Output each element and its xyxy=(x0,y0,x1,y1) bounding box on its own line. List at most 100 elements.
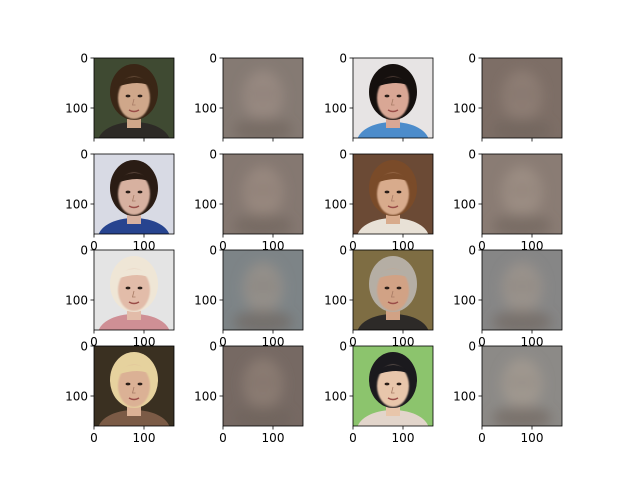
panel-image xyxy=(223,250,303,330)
photo-mouth xyxy=(387,301,399,305)
panel-recon-r4-c2: 0 100 0 100 xyxy=(194,339,304,445)
recon-eye-left xyxy=(252,188,260,192)
photo-fringe xyxy=(114,269,154,280)
panel-photo-r2-c1: 0 100 0 100 xyxy=(65,147,175,253)
panel-frame xyxy=(481,153,563,235)
panel-recon-r1-c4: 0 100 xyxy=(453,51,563,142)
photo-face xyxy=(118,173,150,215)
ytick-label: 0 xyxy=(339,243,347,257)
xtick-label: 0 xyxy=(219,431,227,445)
xtick-label: 0 xyxy=(90,335,98,349)
recon-eye-left xyxy=(511,380,519,384)
panel-image xyxy=(353,58,433,138)
recon-eye-left xyxy=(252,92,260,96)
ytick-label: 0 xyxy=(468,51,476,65)
panel-frame xyxy=(222,57,304,139)
panel-frame xyxy=(93,345,175,427)
panel-photo-r4-c1: 0 100 0 100 xyxy=(65,339,175,445)
recon-eye-right xyxy=(266,188,274,192)
photo-eye-left xyxy=(125,190,131,194)
photo-mouth xyxy=(128,301,140,305)
photo-nose xyxy=(131,386,136,394)
panel-frame xyxy=(352,249,434,331)
xtick-label: 100 xyxy=(133,431,156,445)
recon-face xyxy=(243,358,283,410)
photo-fringe xyxy=(114,173,154,184)
recon-shoulders xyxy=(233,118,293,138)
panel-frame xyxy=(93,153,175,235)
photo-clothing xyxy=(357,218,429,234)
photo-fringe xyxy=(114,365,154,376)
panel-image xyxy=(482,346,562,426)
photo-fringe xyxy=(373,365,413,376)
recon-face xyxy=(243,70,283,122)
photo-face xyxy=(377,365,409,407)
photo-mouth xyxy=(387,205,399,209)
recon-shoulders xyxy=(233,214,293,234)
ytick-label: 100 xyxy=(194,293,217,307)
photo-clothing xyxy=(357,122,429,138)
photo-eye-right xyxy=(396,382,402,386)
panel-frame xyxy=(222,249,304,331)
photo-clothing xyxy=(98,410,170,426)
ytick-label: 0 xyxy=(209,51,217,65)
ytick-label: 100 xyxy=(453,197,476,211)
photo-eye-right xyxy=(137,94,143,98)
recon-eye-left xyxy=(252,284,260,288)
photo-eye-right xyxy=(137,190,143,194)
ytick-label: 100 xyxy=(65,389,88,403)
ytick-label: 100 xyxy=(324,197,347,211)
panel-image xyxy=(94,58,174,138)
photo-face xyxy=(377,269,409,311)
xtick-label: 100 xyxy=(392,335,415,349)
recon-face xyxy=(502,166,542,218)
photo-eye-left xyxy=(384,190,390,194)
photo-nose xyxy=(131,194,136,202)
panel-image xyxy=(94,250,174,330)
recon-eye-right xyxy=(266,380,274,384)
photo-eye-right xyxy=(396,286,402,290)
panel-image xyxy=(353,250,433,330)
ytick-label: 100 xyxy=(194,101,217,115)
panel-recon-r3-c2: 0 100 0 100 xyxy=(194,243,304,349)
photo-clothing xyxy=(98,218,170,234)
photo-face xyxy=(118,365,150,407)
photo-eye-right xyxy=(396,190,402,194)
photo-eye-right xyxy=(137,286,143,290)
recon-shoulders xyxy=(492,118,552,138)
recon-face-blur xyxy=(492,262,552,330)
xtick-label: 0 xyxy=(349,239,357,253)
recon-face-blur xyxy=(492,70,552,138)
ytick-label: 0 xyxy=(339,339,347,353)
panel-photo-r4-c3: 0 100 0 100 xyxy=(324,339,434,445)
photo-eye-left xyxy=(384,94,390,98)
panel-recon-r1-c2: 0 100 xyxy=(194,51,304,142)
xtick-label: 100 xyxy=(521,335,544,349)
photo-fringe xyxy=(114,77,154,88)
recon-shoulders xyxy=(233,406,293,426)
photo-eye-left xyxy=(384,382,390,386)
panel-image xyxy=(94,346,174,426)
ytick-label: 0 xyxy=(339,147,347,161)
xtick-label: 100 xyxy=(392,239,415,253)
ytick-label: 0 xyxy=(80,243,88,257)
recon-shoulders xyxy=(492,406,552,426)
panel-photo-r3-c1: 0 100 0 100 xyxy=(65,243,175,349)
xtick-label: 100 xyxy=(392,431,415,445)
photo-face xyxy=(118,269,150,311)
panel-frame xyxy=(222,153,304,235)
photo-face xyxy=(118,77,150,119)
photo-clothing xyxy=(98,122,170,138)
panel-image xyxy=(94,154,174,234)
panel-image xyxy=(353,346,433,426)
photo-nose xyxy=(390,290,395,298)
xtick-label: 0 xyxy=(478,239,486,253)
xtick-label: 0 xyxy=(90,239,98,253)
recon-shoulders xyxy=(233,310,293,330)
photo-clothing xyxy=(357,410,429,426)
photo-clothing xyxy=(357,314,429,330)
panel-image xyxy=(223,346,303,426)
panel-recon-r4-c4: 0 100 0 100 xyxy=(453,339,563,445)
xtick-label: 100 xyxy=(262,335,285,349)
